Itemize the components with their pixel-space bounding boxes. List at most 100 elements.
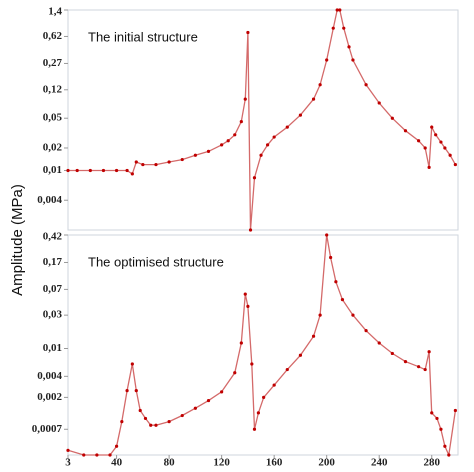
data-point: [134, 389, 138, 393]
data-point: [262, 395, 266, 399]
y-tick-label: 0,004: [37, 370, 62, 382]
data-point: [149, 423, 153, 427]
y-tick-label: 0,12: [43, 83, 63, 95]
data-point: [252, 427, 257, 431]
data-point: [272, 135, 276, 139]
x-tick-label: 120: [213, 457, 230, 469]
data-point: [364, 329, 368, 333]
data-point: [272, 383, 276, 387]
data-point: [220, 390, 224, 394]
data-point: [239, 120, 243, 124]
data-point: [448, 153, 452, 157]
data-point: [453, 408, 457, 413]
data-point: [154, 423, 158, 427]
y-tick-label: 0,02: [43, 142, 63, 154]
data-point: [334, 280, 338, 284]
x-tick-label: 280: [423, 457, 440, 469]
x-tick-label: 80: [164, 457, 176, 469]
data-point: [311, 334, 316, 338]
data-point: [340, 298, 345, 302]
data-point: [193, 406, 197, 410]
data-point: [206, 398, 211, 403]
data-point: [233, 371, 237, 375]
y-axis-label: Amplitude (MPa): [9, 184, 26, 296]
x-tick-label: 200: [318, 457, 335, 469]
data-point: [130, 172, 134, 176]
data-point: [243, 292, 247, 296]
y-tick-label: 0,01: [43, 164, 62, 176]
y-tick-label: 0,004: [37, 194, 62, 206]
data-point: [403, 359, 408, 364]
data-point: [430, 411, 434, 415]
data-point: [342, 26, 346, 30]
panel-title: The optimised structure: [88, 254, 224, 269]
data-point: [435, 416, 439, 421]
data-point: [66, 448, 70, 452]
data-point: [338, 8, 342, 12]
data-point: [427, 350, 431, 354]
data-point: [243, 97, 247, 101]
x-tick-label: 3: [65, 457, 71, 469]
data-point: [285, 125, 289, 129]
data-point: [347, 45, 351, 49]
data-point: [248, 228, 253, 232]
data-point: [130, 362, 134, 366]
data-point: [82, 453, 86, 457]
data-point: [125, 389, 129, 393]
data-point: [423, 146, 427, 150]
data-point: [143, 416, 148, 421]
data-point: [220, 143, 224, 147]
y-tick-label: 0,05: [43, 112, 63, 124]
data-point: [154, 162, 158, 167]
data-point: [114, 168, 119, 173]
data-point: [256, 411, 261, 415]
data-point: [335, 8, 339, 12]
data-point: [311, 97, 316, 101]
data-point: [390, 116, 394, 120]
data-point: [180, 157, 184, 162]
data-point: [430, 125, 434, 129]
data-point: [439, 427, 443, 431]
y-tick-label: 0,17: [43, 256, 63, 268]
data-point: [453, 162, 457, 167]
y-tick-label: 0,03: [43, 309, 63, 321]
data-point: [259, 153, 263, 157]
data-point: [351, 313, 355, 317]
data-point: [134, 160, 138, 164]
data-point: [141, 162, 145, 167]
data-point: [390, 351, 394, 356]
data-point: [377, 341, 381, 345]
data-point: [250, 362, 254, 366]
y-tick-label: 0,62: [43, 30, 63, 42]
plot-frame: [67, 234, 459, 456]
data-point: [167, 160, 171, 164]
data-point: [101, 168, 106, 173]
data-point: [125, 168, 129, 173]
data-point: [417, 139, 421, 143]
y-tick-label: 0,01: [43, 342, 62, 354]
x-tick-label: 160: [266, 457, 283, 469]
data-point: [66, 168, 70, 173]
y-tick-label: 0,42: [43, 231, 63, 243]
data-point: [439, 140, 443, 144]
data-point: [108, 453, 112, 457]
data-point: [239, 341, 243, 345]
data-point: [75, 168, 79, 173]
data-point: [206, 149, 211, 153]
data-point: [331, 26, 335, 30]
x-tick-label: 240: [371, 457, 388, 469]
data-point: [434, 133, 438, 137]
data-point: [138, 408, 142, 413]
data-point: [329, 255, 333, 260]
data-point: [318, 313, 322, 317]
panel-title: The initial structure: [88, 29, 198, 44]
data-point: [246, 30, 250, 35]
plot-frame: [67, 9, 459, 231]
data-point: [246, 304, 250, 309]
data-point: [298, 113, 303, 117]
data-point: [120, 420, 124, 424]
data-point: [298, 353, 303, 357]
data-point: [423, 367, 427, 372]
data-point: [167, 420, 171, 424]
